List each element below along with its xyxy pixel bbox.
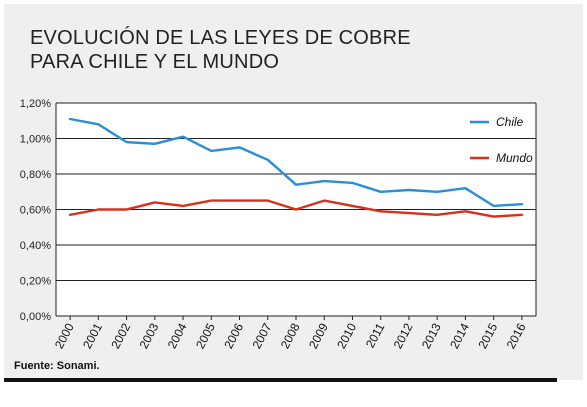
bottom-rule — [4, 378, 557, 382]
source-note: Fuente: Sonami. — [14, 360, 100, 372]
y-tick-label: 0,20% — [20, 276, 51, 288]
y-tick-label: 0,80% — [20, 169, 51, 181]
y-tick-label: 0,60% — [20, 205, 51, 217]
title-line-2: PARA CHILE Y EL MUNDO — [30, 51, 280, 73]
x-tick-label: 2001 — [80, 321, 105, 351]
y-tick-label: 1,00% — [20, 134, 51, 146]
x-tick-label: 2003 — [137, 321, 162, 351]
y-tick-label: 0,40% — [20, 240, 51, 252]
legend-label: Chile — [496, 115, 524, 129]
x-tick-label: 2016 — [504, 321, 529, 351]
y-tick-label: 1,20% — [20, 98, 51, 110]
x-tick-label: 2014 — [447, 321, 472, 351]
series-line-chile — [68, 117, 524, 208]
x-tick-label: 2000 — [52, 321, 77, 351]
series-line-mundo — [68, 199, 524, 218]
x-tick-label: 2005 — [193, 321, 218, 351]
x-tick-label: 2004 — [165, 321, 190, 351]
x-tick-label: 2007 — [250, 321, 275, 351]
legend-label: Mundo — [496, 151, 533, 165]
x-tick-label: 2013 — [419, 321, 444, 351]
x-tick-label: 2002 — [108, 321, 133, 351]
chart-title: EVOLUCIÓN DE LAS LEYES DE COBRE PARA CHI… — [30, 26, 411, 74]
x-tick-label: 2011 — [363, 321, 388, 351]
legend-layer: Chile Mundo — [470, 115, 533, 165]
x-tick-label: 2015 — [475, 321, 500, 351]
x-tick-label: 2006 — [221, 321, 246, 351]
title-line-1: EVOLUCIÓN DE LAS LEYES DE COBRE — [30, 27, 411, 49]
x-tick-label: 2009 — [306, 321, 331, 351]
series-layer — [68, 117, 524, 218]
x-tick-label: 2010 — [334, 321, 359, 351]
y-tick-label: 0,00% — [20, 311, 51, 323]
x-tick-label: 2008 — [278, 321, 303, 351]
x-tick-label: 2012 — [391, 321, 416, 351]
